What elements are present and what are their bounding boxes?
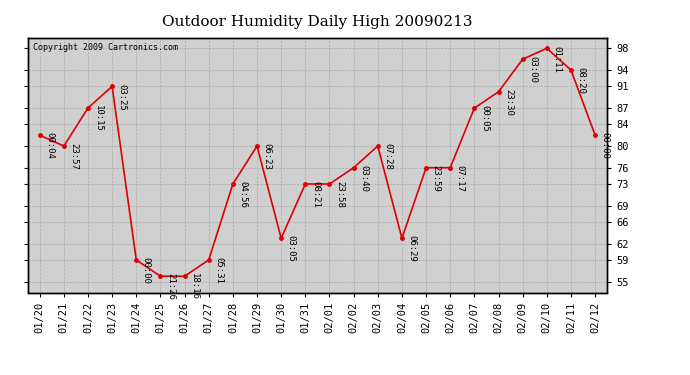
- Text: 08:20: 08:20: [577, 67, 586, 94]
- Text: 06:29: 06:29: [408, 236, 417, 262]
- Text: 04:56: 04:56: [239, 181, 248, 208]
- Text: 23:59: 23:59: [432, 165, 441, 192]
- Text: 00:04: 00:04: [46, 132, 55, 159]
- Text: 23:57: 23:57: [70, 143, 79, 170]
- Text: 00:05: 00:05: [480, 105, 489, 132]
- Text: 03:40: 03:40: [359, 165, 368, 192]
- Text: 06:23: 06:23: [263, 143, 272, 170]
- Text: Copyright 2009 Cartronics.com: Copyright 2009 Cartronics.com: [33, 43, 179, 52]
- Text: 01:11: 01:11: [553, 46, 562, 72]
- Text: 23:30: 23:30: [504, 89, 513, 116]
- Text: 07:17: 07:17: [456, 165, 465, 192]
- Text: 21:26: 21:26: [166, 273, 175, 300]
- Text: 05:31: 05:31: [215, 257, 224, 284]
- Text: 03:05: 03:05: [287, 236, 296, 262]
- Text: 00:00: 00:00: [601, 132, 610, 159]
- Text: 10:15: 10:15: [94, 105, 103, 132]
- Text: 23:58: 23:58: [335, 181, 344, 208]
- Text: Outdoor Humidity Daily High 20090213: Outdoor Humidity Daily High 20090213: [162, 15, 473, 29]
- Text: 08:21: 08:21: [311, 181, 320, 208]
- Text: 03:00: 03:00: [529, 56, 538, 83]
- Text: 18:16: 18:16: [190, 273, 199, 300]
- Text: 03:25: 03:25: [118, 84, 127, 110]
- Text: 07:28: 07:28: [384, 143, 393, 170]
- Text: 00:00: 00:00: [142, 257, 151, 284]
